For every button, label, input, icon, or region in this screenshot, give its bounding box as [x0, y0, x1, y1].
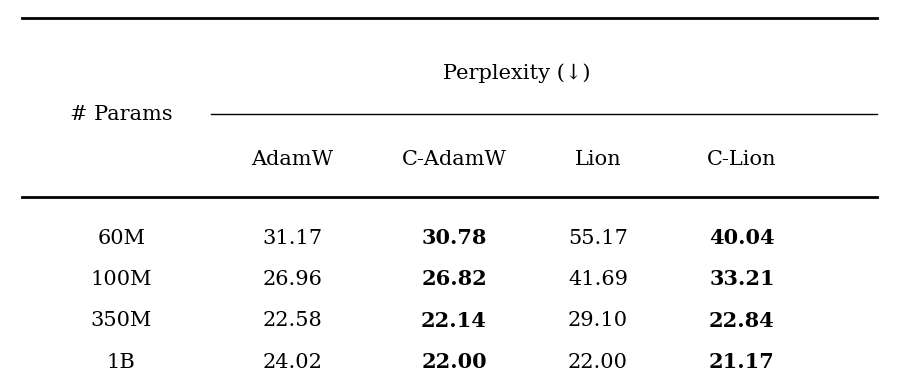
Text: 1B: 1B	[107, 353, 135, 372]
Text: 22.00: 22.00	[421, 352, 487, 372]
Text: 22.14: 22.14	[421, 311, 487, 331]
Text: C-AdamW: C-AdamW	[401, 150, 507, 169]
Text: 22.84: 22.84	[709, 311, 775, 331]
Text: 55.17: 55.17	[568, 229, 628, 248]
Text: # Params: # Params	[70, 105, 173, 124]
Text: Lion: Lion	[575, 150, 621, 169]
Text: 31.17: 31.17	[262, 229, 322, 248]
Text: 24.02: 24.02	[262, 353, 322, 372]
Text: 41.69: 41.69	[568, 270, 628, 289]
Text: 33.21: 33.21	[709, 270, 775, 289]
Text: C-Lion: C-Lion	[707, 150, 776, 169]
Text: 26.96: 26.96	[262, 270, 322, 289]
Text: Perplexity (↓): Perplexity (↓)	[443, 63, 591, 83]
Text: AdamW: AdamW	[251, 150, 333, 169]
Text: 100M: 100M	[91, 270, 152, 289]
Text: 40.04: 40.04	[709, 228, 775, 248]
Text: 350M: 350M	[91, 311, 152, 330]
Text: 60M: 60M	[97, 229, 145, 248]
Text: 21.17: 21.17	[709, 352, 775, 372]
Text: 22.58: 22.58	[262, 311, 322, 330]
Text: 26.82: 26.82	[421, 270, 487, 289]
Text: 30.78: 30.78	[421, 228, 487, 248]
Text: 22.00: 22.00	[568, 353, 628, 372]
Text: 29.10: 29.10	[568, 311, 628, 330]
